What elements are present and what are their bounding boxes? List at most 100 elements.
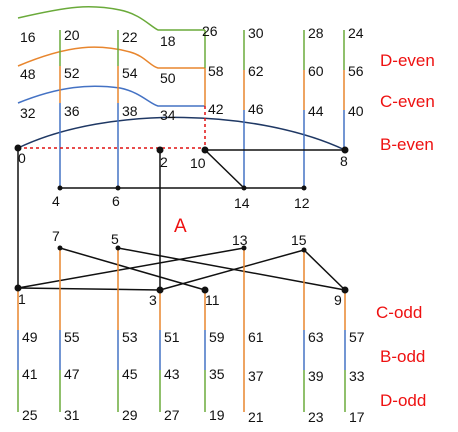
region-labels: D-even C-even B-even A C-odd B-odd D-odd — [174, 51, 435, 410]
label-34: 34 — [160, 107, 176, 123]
label-38: 38 — [122, 103, 138, 119]
node-1 — [14, 284, 22, 292]
label-13: 13 — [232, 232, 248, 248]
label-30: 30 — [248, 25, 264, 41]
label-61: 61 — [248, 329, 264, 345]
odd-columns — [17, 248, 346, 412]
label-19: 19 — [209, 407, 225, 423]
label-0: 0 — [18, 150, 26, 166]
label-60: 60 — [308, 63, 324, 79]
label-49: 49 — [22, 329, 38, 345]
label-42: 42 — [208, 101, 224, 117]
label-10: 10 — [190, 155, 206, 171]
label-27: 27 — [164, 407, 180, 423]
label-40: 40 — [348, 103, 364, 119]
label-12: 12 — [294, 195, 310, 211]
label-d-even: D-even — [380, 51, 435, 70]
label-9: 9 — [334, 292, 342, 308]
even-columns — [59, 30, 345, 188]
label-1: 1 — [18, 291, 26, 307]
label-4: 4 — [52, 193, 60, 209]
d-even-top-curve — [17, 5, 205, 31]
node-4 — [57, 185, 63, 191]
node-2 — [156, 146, 164, 154]
label-22: 22 — [122, 29, 138, 45]
label-33: 33 — [349, 368, 365, 384]
label-36: 36 — [64, 103, 80, 119]
label-11: 11 — [205, 292, 220, 308]
label-6: 6 — [112, 193, 120, 209]
label-d-odd: D-odd — [380, 391, 426, 410]
label-c-even: C-even — [380, 92, 435, 111]
b-even-top-curve — [17, 85, 205, 107]
a-odd-graph — [17, 247, 346, 291]
c-even-top-curve — [17, 46, 205, 69]
label-57: 57 — [349, 329, 365, 345]
label-50: 50 — [160, 70, 176, 86]
label-8: 8 — [340, 153, 348, 169]
node-12 — [301, 185, 307, 191]
label-15: 15 — [291, 232, 307, 248]
label-26: 26 — [202, 23, 218, 39]
label-37: 37 — [248, 368, 264, 384]
label-54: 54 — [122, 65, 138, 81]
label-18: 18 — [160, 33, 176, 49]
label-21: 21 — [248, 409, 264, 425]
label-b-even: B-even — [380, 135, 434, 154]
label-41: 41 — [22, 366, 38, 382]
label-16: 16 — [20, 29, 36, 45]
node-8 — [341, 146, 349, 154]
label-23: 23 — [308, 409, 324, 425]
label-56: 56 — [348, 63, 364, 79]
label-32: 32 — [20, 105, 36, 121]
label-c-odd: C-odd — [376, 303, 422, 322]
label-7: 7 — [52, 228, 60, 244]
label-5: 5 — [111, 231, 119, 247]
label-43: 43 — [164, 366, 180, 382]
label-51: 51 — [164, 329, 180, 345]
nodes — [14, 144, 349, 294]
label-20: 20 — [64, 27, 80, 43]
label-31: 31 — [64, 407, 80, 423]
label-47: 47 — [64, 366, 80, 382]
label-62: 62 — [248, 63, 264, 79]
node-3 — [156, 286, 164, 294]
label-14: 14 — [234, 195, 250, 211]
node-15 — [301, 247, 307, 253]
label-28: 28 — [308, 25, 324, 41]
label-25: 25 — [22, 407, 38, 423]
label-29: 29 — [122, 407, 138, 423]
label-59: 59 — [209, 329, 225, 345]
label-44: 44 — [308, 103, 324, 119]
node-13 — [241, 245, 247, 251]
node-7 — [57, 245, 63, 251]
label-b-odd: B-odd — [380, 347, 425, 366]
node-6 — [115, 185, 121, 191]
label-53: 53 — [122, 329, 138, 345]
label-24: 24 — [348, 25, 364, 41]
label-48: 48 — [20, 66, 36, 82]
label-63: 63 — [308, 329, 324, 345]
label-52: 52 — [64, 65, 80, 81]
node-10 — [201, 146, 209, 154]
label-46: 46 — [248, 101, 264, 117]
label-2: 2 — [160, 154, 168, 170]
label-55: 55 — [64, 329, 80, 345]
number-labels: 16 20 22 18 26 30 28 24 48 52 54 50 58 6… — [18, 23, 365, 425]
node-11 — [201, 286, 209, 294]
node-9 — [341, 286, 349, 294]
label-a: A — [174, 216, 187, 237]
node-0 — [14, 144, 22, 152]
node-14 — [241, 185, 247, 191]
label-17: 17 — [349, 409, 365, 425]
a-even-graph — [17, 147, 345, 290]
label-39: 39 — [308, 368, 324, 384]
label-35: 35 — [209, 366, 225, 382]
label-3: 3 — [149, 292, 157, 308]
node-5 — [115, 245, 121, 251]
label-45: 45 — [122, 366, 138, 382]
label-58: 58 — [208, 63, 224, 79]
a-even-top-arc — [17, 116, 346, 151]
